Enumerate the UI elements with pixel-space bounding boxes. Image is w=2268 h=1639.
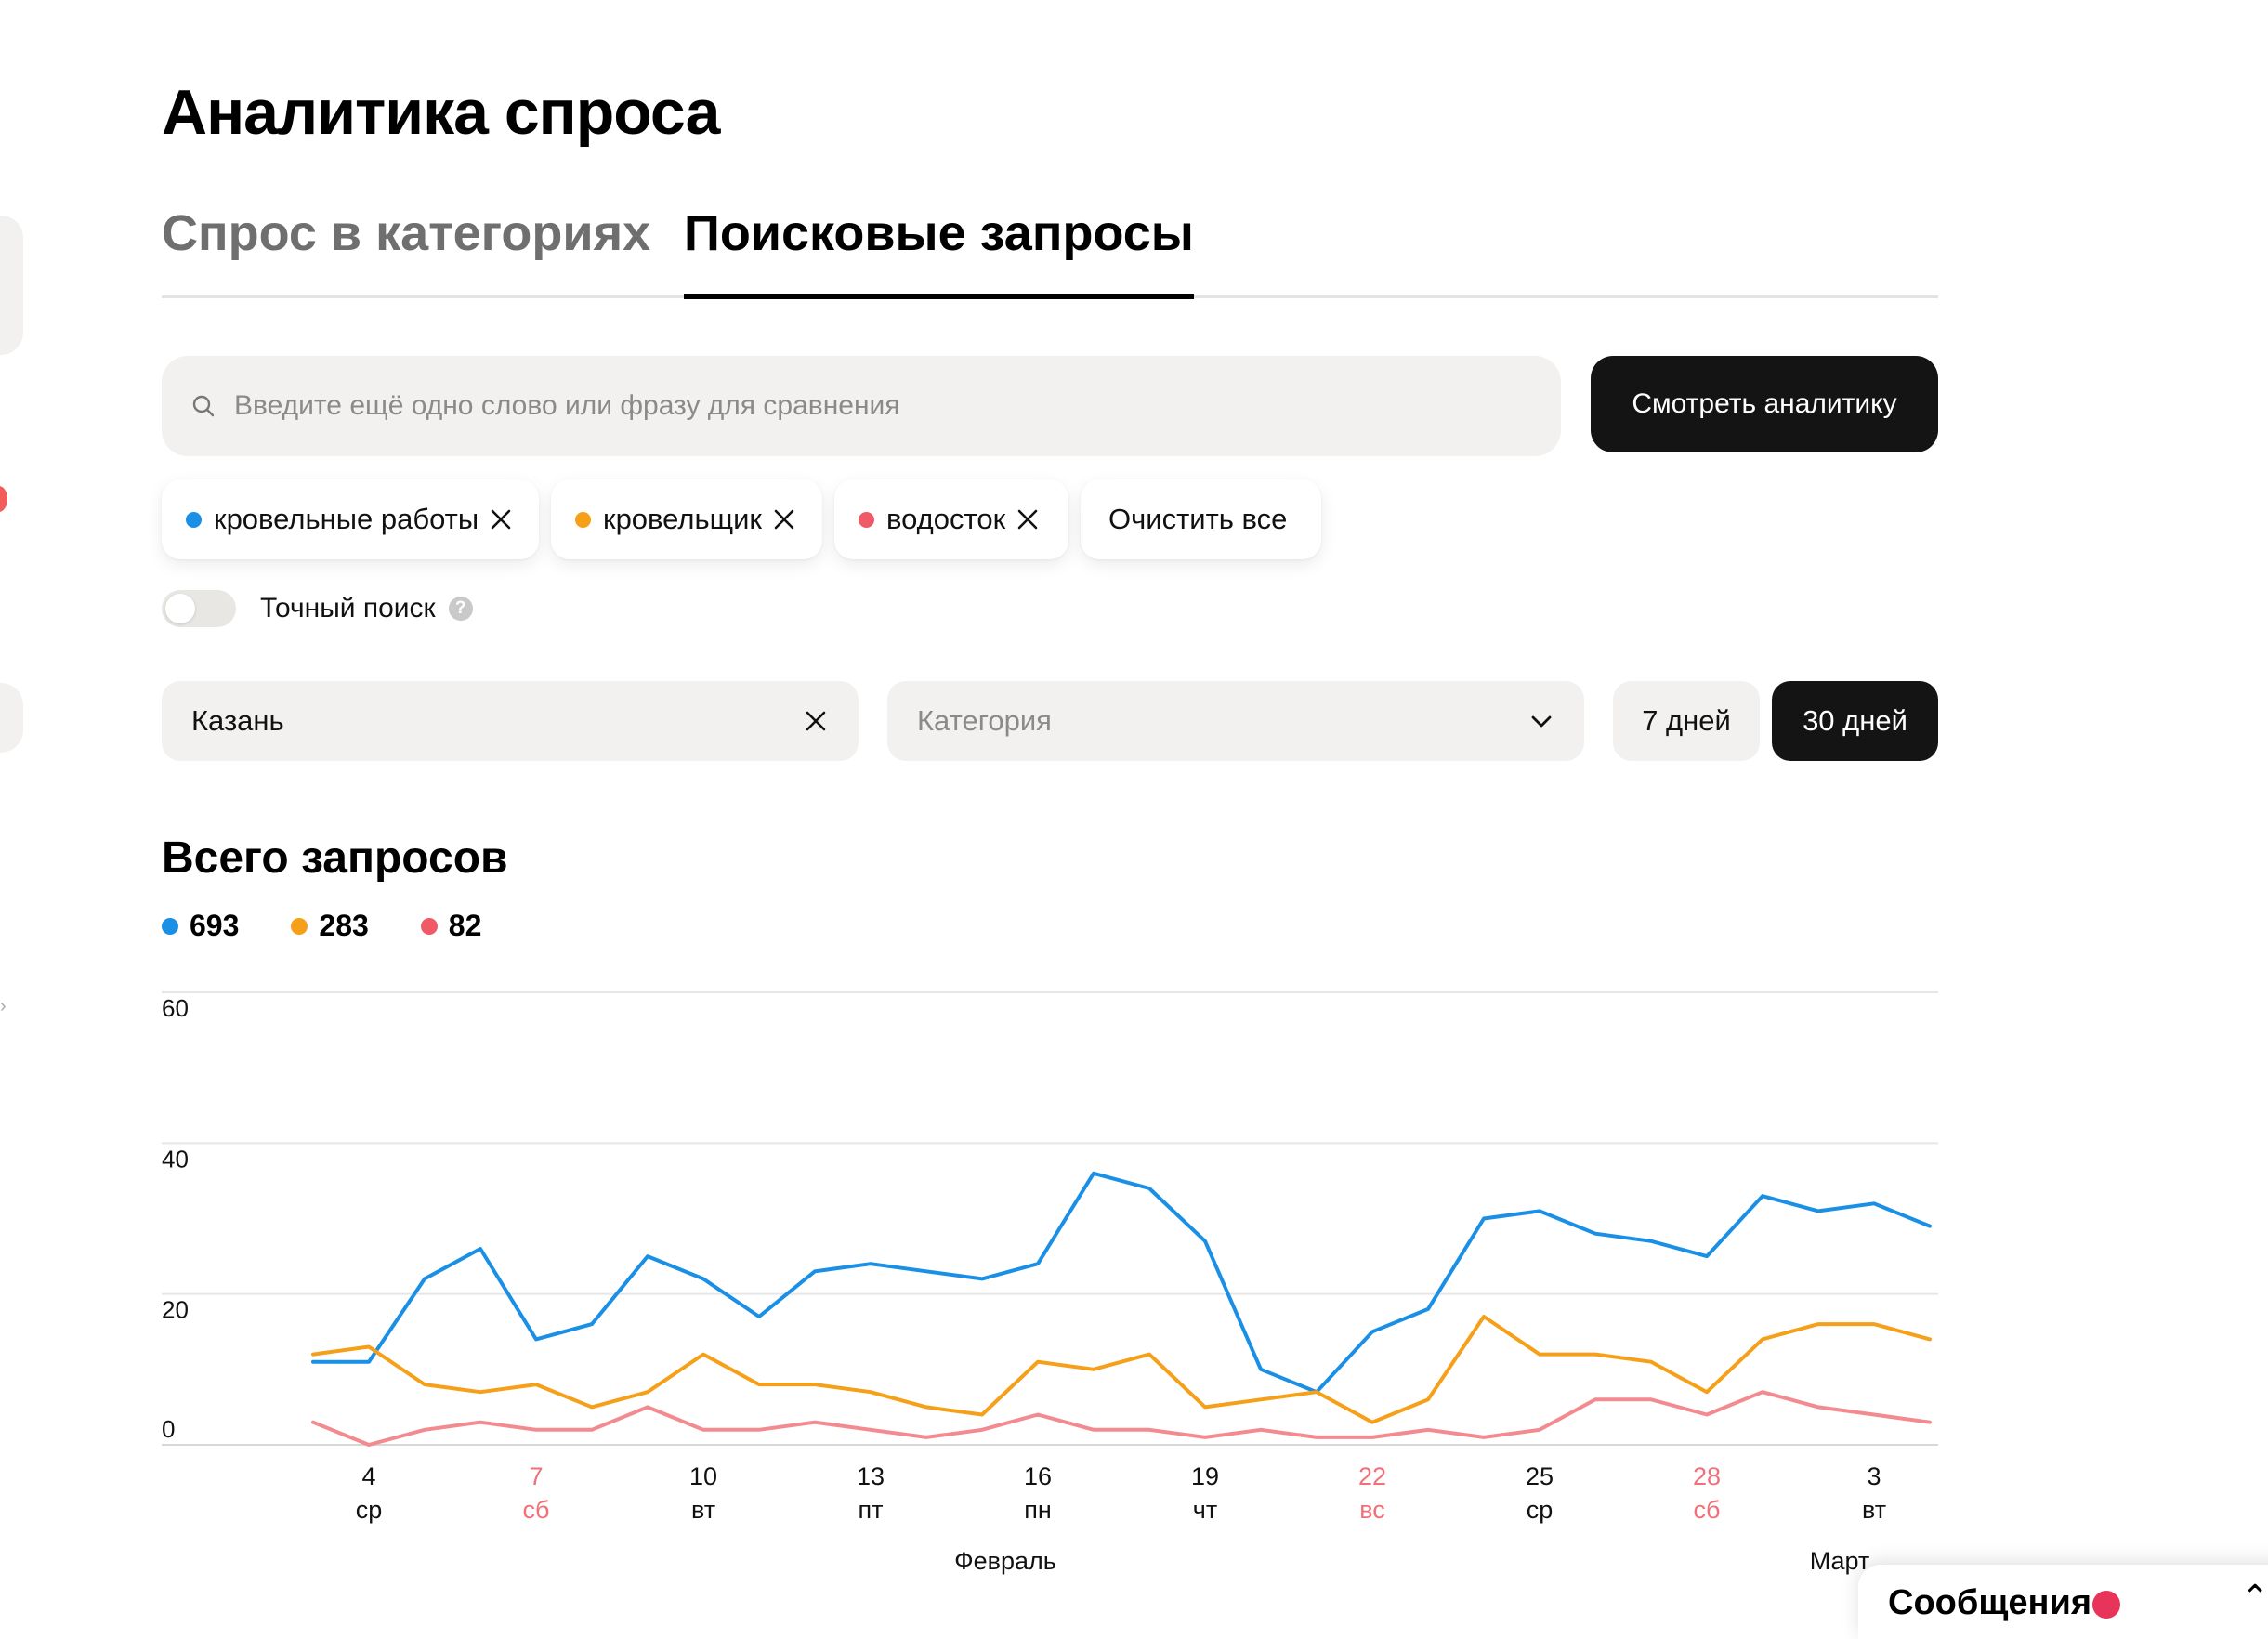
x-tick-weekday: пт [859,1496,884,1524]
total-value: 693 [190,909,240,942]
x-tick-weekday: пн [1024,1496,1052,1524]
city-field[interactable]: Казань [162,681,859,761]
x-tick-day: 25 [1526,1462,1554,1490]
series-color-dot [291,917,308,935]
y-tick-label: 0 [162,1415,175,1443]
tab-search-queries[interactable]: Поисковые запросы [684,204,1194,299]
x-tick-day: 10 [689,1462,717,1490]
x-tick-weekday: вт [1862,1496,1886,1524]
category-select[interactable]: Категория [887,681,1584,761]
x-tick-weekday: сб [1694,1496,1721,1524]
total-value: 82 [448,909,482,942]
x-tick-day: 28 [1693,1462,1721,1490]
total-value: 283 [319,909,369,942]
sidebar-fragment[interactable] [0,216,23,355]
search-input[interactable] [232,389,1518,423]
category-placeholder: Категория [917,704,1052,737]
x-tick-day: 13 [857,1462,885,1490]
series-color-dot [162,917,178,935]
month-label: Март [1810,1547,1870,1575]
series-line [311,1171,1932,1395]
y-tick-label: 20 [162,1296,189,1324]
totals-legend: 693 283 82 [162,909,533,943]
line-chart: 60 40 20 0 4 ср 7 сб 10 вт 13 пт 16 пн 19 чт 22 вс 25 ср 28 с… [162,991,1938,1575]
x-tick-weekday: вт [691,1496,715,1524]
chip-label: кровельные работы [214,503,479,535]
close-icon[interactable] [488,506,514,532]
city-value: Казань [191,704,284,737]
query-chip[interactable]: водосток [834,479,1068,559]
total-item: 82 [420,909,482,943]
unread-badge [2092,1591,2120,1619]
close-icon[interactable] [803,708,829,734]
x-tick-weekday: сб [523,1496,550,1524]
x-tick-day: 16 [1024,1462,1052,1490]
sidebar-fragment[interactable] [0,683,23,753]
x-tick-day: 7 [529,1462,543,1490]
messages-label: Сообщения [1888,1583,2092,1622]
series-line [311,1390,1932,1447]
sidebar-notification-dot [0,486,7,512]
exact-search-row: Точный поиск ? [162,587,473,630]
x-tick-weekday: ср [356,1496,383,1524]
chevron-up-icon[interactable]: ⌃ [2241,1578,2268,1616]
toggle-knob [165,594,195,623]
series-color-dot [859,511,874,528]
page: › Аналитика спроса Спрос в категориях По… [0,77,2268,1622]
close-icon[interactable] [1015,506,1041,532]
period-7-days-button[interactable]: 7 дней [1613,681,1760,761]
view-analytics-button[interactable]: Смотреть аналитику [1591,356,1938,452]
x-tick-weekday: вс [1359,1496,1385,1524]
total-item: 283 [291,909,369,943]
x-tick-day: 3 [1867,1462,1881,1490]
chip-label: водосток [886,503,1006,535]
x-tick-day: 19 [1191,1462,1219,1490]
search-icon [192,395,215,417]
month-label: Февраль [954,1547,1056,1575]
chip-label: кровельщик [603,503,762,535]
page-title: Аналитика спроса [162,77,720,148]
search-box [162,356,1561,456]
sidebar-arrow-icon: › [0,996,7,1016]
x-tick-day: 4 [361,1462,375,1490]
series-color-dot [186,511,202,528]
messages-panel[interactable]: Сообщения ⌃ [1858,1565,2268,1639]
tabs: Спрос в категориях Поисковые запросы [162,204,1938,299]
clear-all-button[interactable]: Очистить все [1081,479,1321,559]
x-tick-weekday: чт [1193,1496,1217,1524]
total-item: 693 [162,909,239,943]
close-icon[interactable] [771,506,797,532]
y-tick-label: 60 [162,994,189,1022]
series-line [311,1315,1932,1424]
x-tick-weekday: ср [1527,1496,1554,1524]
total-requests-title: Всего запросов [162,833,508,883]
y-tick-label: 40 [162,1145,189,1173]
query-chip[interactable]: кровельщик [551,479,822,559]
period-30-days-button[interactable]: 30 дней [1772,681,1938,761]
exact-search-toggle[interactable] [162,590,236,627]
series-color-dot [420,917,438,935]
chevron-down-icon [1531,715,1552,728]
exact-search-label: Точный поиск [260,593,436,623]
series-color-dot [575,511,591,528]
x-tick-day: 22 [1358,1462,1386,1490]
tab-category-demand[interactable]: Спрос в категориях [162,205,651,261]
query-chip[interactable]: кровельные работы [162,479,539,559]
help-icon[interactable]: ? [448,597,473,621]
